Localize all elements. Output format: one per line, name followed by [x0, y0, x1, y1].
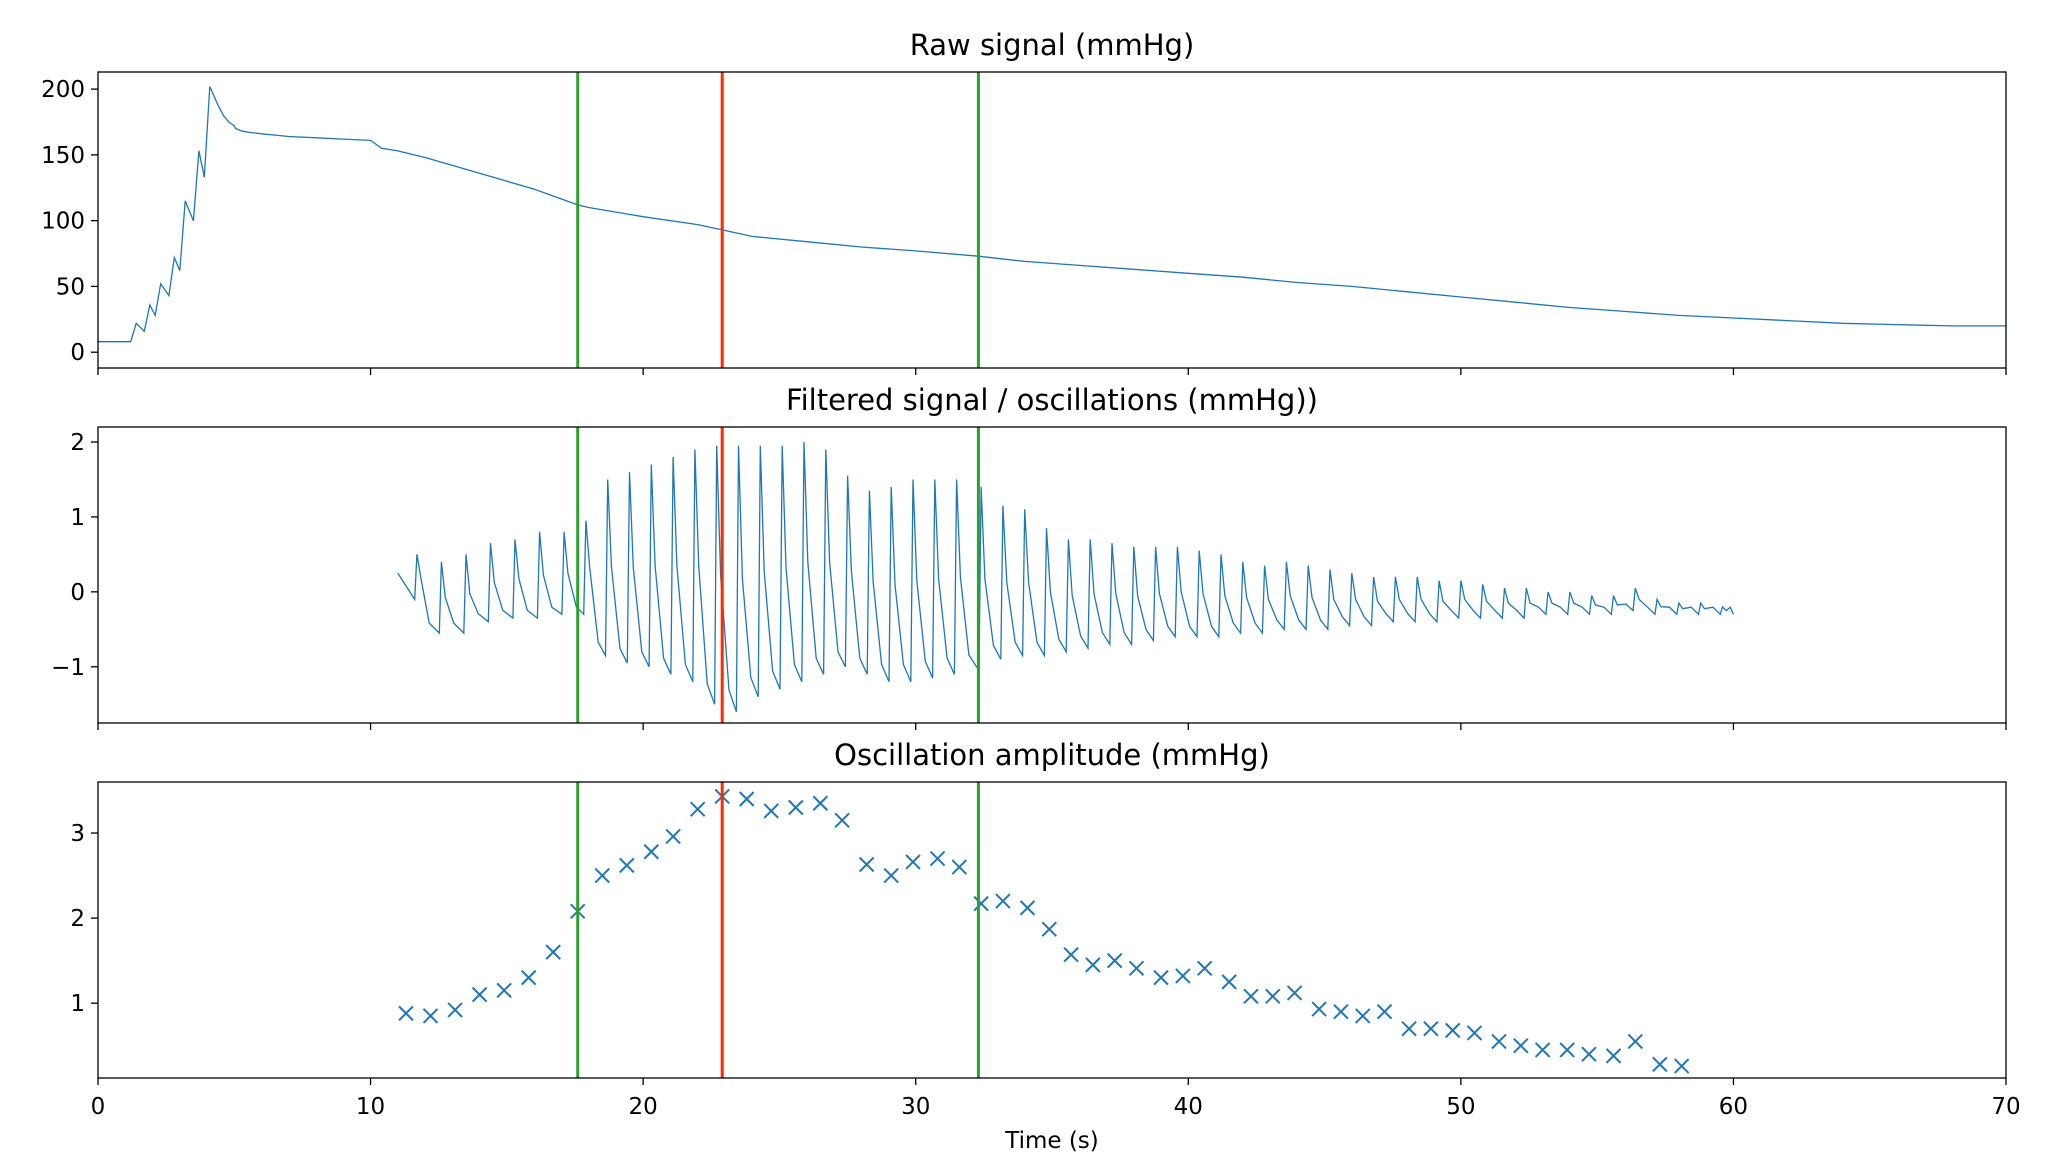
y-tick-label: 0	[70, 580, 85, 606]
amplitude-marker	[1491, 1033, 1507, 1050]
amplitude-marker	[1106, 952, 1123, 969]
amplitude-marker	[951, 859, 968, 875]
plot-content	[98, 86, 2006, 343]
amplitude-marker	[812, 795, 829, 811]
axes-frame	[97, 426, 2007, 724]
x-tick-label: 50	[1446, 1094, 1475, 1120]
plot-area-raw: 0 50 100 150 200	[41, 71, 2007, 375]
amplitude-marker	[1243, 988, 1259, 1005]
amplitude-marker	[995, 893, 1011, 909]
amplitude-marker	[1221, 974, 1237, 990]
amplitude-marker	[398, 1005, 414, 1022]
y-tick-label: −1	[51, 655, 85, 681]
y-tick-label: 200	[41, 77, 85, 103]
y-tick-label: 1	[70, 991, 85, 1017]
y-tick-label: 0	[70, 340, 85, 366]
amplitude-marker	[471, 986, 488, 1003]
amplitude-marker	[1627, 1033, 1644, 1050]
amplitude-marker	[447, 1002, 463, 1018]
plot-content	[397, 441, 1734, 713]
amplitude-marker	[1559, 1042, 1575, 1058]
amplitude-marker	[665, 828, 681, 845]
x-tick-label: 30	[901, 1094, 930, 1120]
axes-frame	[97, 781, 2007, 1079]
amplitude-marker	[1085, 957, 1101, 973]
amplitude-marker	[1019, 900, 1036, 916]
y-tick-label: 100	[41, 209, 85, 235]
amplitude-marker	[1673, 1058, 1690, 1074]
panel-title-amplitude: Oscillation amplitude (mmHg)	[834, 738, 1270, 772]
y-tick-label: 3	[70, 821, 85, 847]
amplitude-marker	[1286, 985, 1303, 1001]
amplitude-marker	[643, 844, 660, 860]
amplitude-marker	[1605, 1048, 1622, 1064]
x-tick-label: 70	[1991, 1094, 2020, 1120]
amplitude-marker	[834, 812, 850, 828]
y-tick-label: 150	[41, 143, 85, 169]
y-tick-label: 2	[70, 430, 85, 456]
amplitude-marker	[1376, 1003, 1393, 1020]
amplitude-marker	[1513, 1037, 1529, 1054]
amplitude-marker	[1423, 1020, 1439, 1037]
y-tick-label: 1	[70, 505, 85, 531]
panel-title-filtered: Filtered signal / oscillations (mmHg))	[786, 383, 1318, 417]
axes-frame	[97, 71, 2007, 369]
plot-content	[398, 788, 1690, 1074]
x-axis-label: Time (s)	[1004, 1128, 1099, 1154]
amplitude-marker	[739, 791, 755, 807]
amplitude-marker	[1265, 988, 1281, 1005]
panel-raw-signal: Raw signal (mmHg) 0 50 100 150 200	[41, 28, 2007, 375]
amplitude-marker	[1153, 969, 1169, 986]
amplitude-marker	[1196, 960, 1213, 976]
amplitude-marker	[1041, 921, 1057, 937]
amplitude-marker	[763, 803, 779, 819]
amplitude-marker	[689, 801, 706, 817]
panel-filtered-signal: Filtered signal / oscillations (mmHg)) −…	[51, 383, 2007, 730]
x-tick-label: 0	[91, 1094, 106, 1120]
amplitude-marker	[1652, 1056, 1668, 1073]
amplitude-marker	[788, 799, 804, 816]
amplitude-marker	[1534, 1042, 1551, 1058]
amplitude-marker	[1581, 1046, 1597, 1062]
amplitude-marker	[1444, 1022, 1461, 1039]
amplitude-marker	[1355, 1008, 1371, 1024]
amplitude-marker	[905, 854, 921, 870]
x-tick-label: 10	[356, 1094, 385, 1120]
amplitude-marker	[858, 856, 875, 873]
amplitude-marker	[1311, 1001, 1327, 1017]
amplitude-marker	[1175, 968, 1191, 984]
amplitude-marker	[929, 850, 946, 867]
amplitude-marker	[973, 895, 989, 912]
amplitude-marker	[422, 1008, 439, 1024]
x-tick-label: 20	[629, 1094, 658, 1120]
x-tick-label: 60	[1719, 1094, 1748, 1120]
amplitude-marker	[520, 969, 537, 986]
x-tick-label: 40	[1174, 1094, 1203, 1120]
amplitude-marker	[1401, 1020, 1417, 1037]
amplitude-marker	[1466, 1025, 1483, 1041]
amplitude-marker	[594, 867, 610, 884]
amplitude-marker	[1063, 946, 1079, 963]
y-tick-label: 50	[56, 274, 85, 300]
amplitude-marker	[545, 944, 561, 960]
amplitude-marker	[1333, 1003, 1349, 1020]
amplitude-marker	[1128, 960, 1145, 976]
plot-area-filtered: −1 0 1 2	[51, 426, 2007, 730]
series-line-oscillations	[397, 441, 1734, 713]
series-line-raw	[98, 86, 2006, 343]
amplitude-marker	[496, 982, 512, 999]
y-tick-label: 2	[70, 906, 85, 932]
amplitude-marker	[619, 857, 635, 874]
panel-title-raw: Raw signal (mmHg)	[910, 28, 1195, 62]
amplitude-marker	[883, 867, 899, 884]
